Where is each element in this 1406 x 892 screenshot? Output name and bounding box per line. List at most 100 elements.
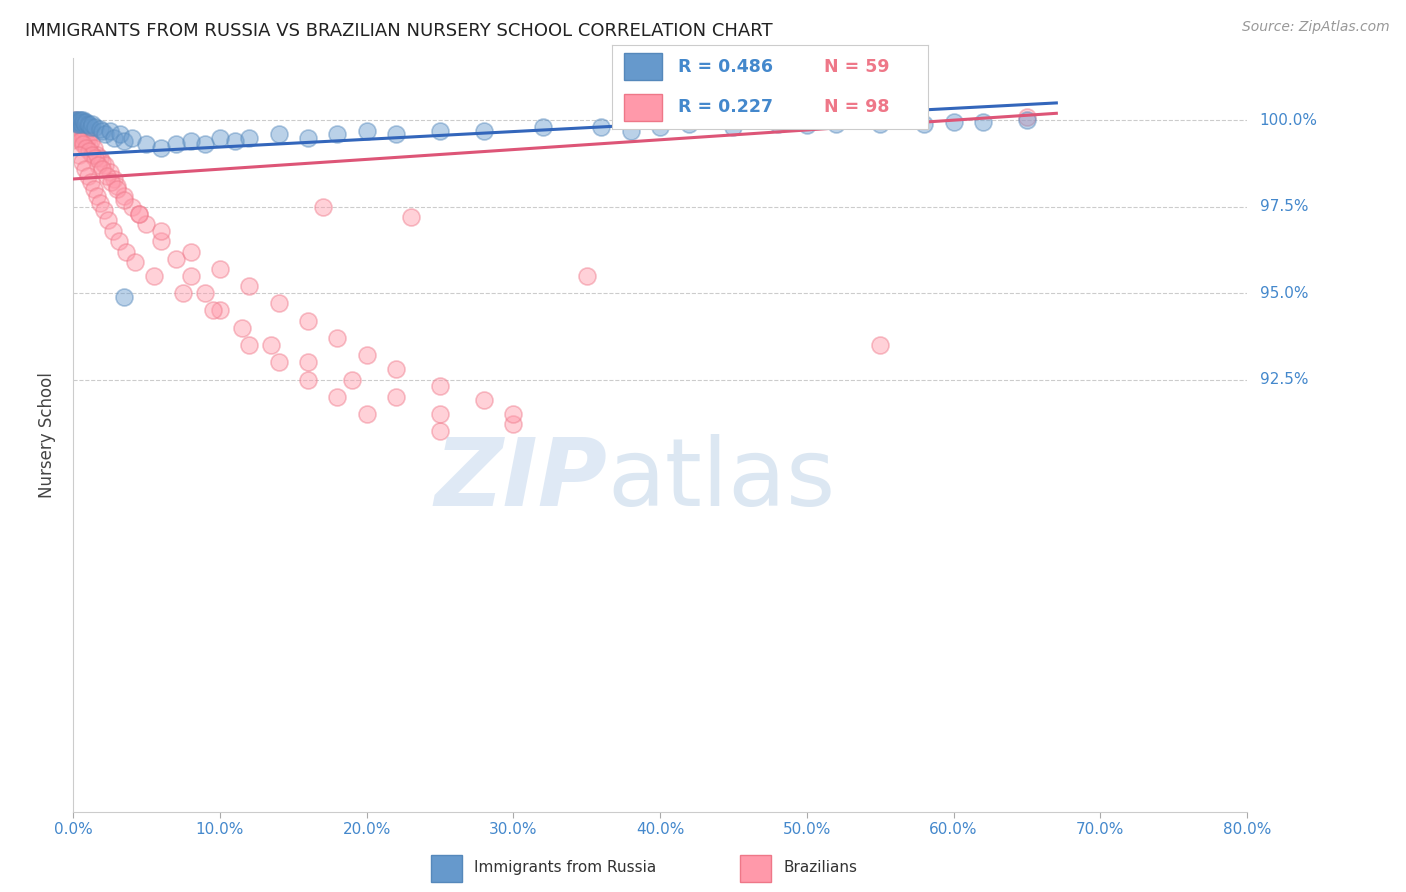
Point	[86, 189, 108, 203]
Text: ZIP: ZIP	[434, 434, 607, 526]
Point	[356, 123, 378, 137]
Point	[91, 123, 114, 137]
Point	[1015, 110, 1038, 124]
Point	[76, 169, 98, 183]
Point	[105, 178, 128, 193]
Text: R = 0.227: R = 0.227	[678, 98, 773, 116]
Point	[66, 123, 89, 137]
Point	[135, 217, 157, 231]
Point	[66, 130, 89, 145]
Point	[340, 372, 363, 386]
Point	[172, 286, 194, 301]
Point	[84, 151, 107, 165]
Point	[65, 113, 87, 128]
Text: IMMIGRANTS FROM RUSSIA VS BRAZILIAN NURSERY SCHOOL CORRELATION CHART: IMMIGRANTS FROM RUSSIA VS BRAZILIAN NURS…	[25, 22, 773, 40]
Point	[73, 115, 96, 129]
Point	[142, 268, 165, 283]
Point	[69, 115, 91, 129]
Point	[82, 117, 104, 131]
Point	[80, 176, 103, 190]
Point	[356, 348, 378, 362]
Y-axis label: Nursery School: Nursery School	[38, 372, 56, 498]
Point	[326, 331, 349, 345]
Point	[194, 137, 217, 152]
Point	[114, 134, 136, 148]
Point	[70, 127, 93, 141]
Point	[942, 115, 965, 129]
Point	[98, 165, 121, 179]
Point	[114, 193, 136, 207]
Point	[912, 117, 935, 131]
Point	[121, 130, 143, 145]
Point	[297, 372, 319, 386]
Point	[201, 303, 224, 318]
Text: Immigrants from Russia: Immigrants from Russia	[474, 860, 657, 875]
Text: N = 59: N = 59	[824, 58, 889, 76]
Point	[70, 120, 93, 135]
Point	[77, 137, 100, 152]
Point	[69, 113, 91, 128]
Point	[650, 120, 672, 135]
Point	[75, 134, 97, 148]
Point	[472, 123, 495, 137]
Point	[103, 130, 125, 145]
Point	[267, 355, 290, 369]
Point	[502, 417, 524, 432]
Point	[472, 393, 495, 408]
Point	[208, 130, 231, 145]
Point	[297, 355, 319, 369]
Point	[72, 113, 94, 128]
Point	[89, 151, 111, 165]
Point	[1015, 113, 1038, 128]
Point	[135, 137, 157, 152]
Text: 100.0%: 100.0%	[1260, 112, 1317, 128]
Point	[311, 200, 333, 214]
Point	[165, 137, 187, 152]
Point	[107, 234, 129, 248]
Point	[73, 123, 96, 137]
Point	[83, 141, 105, 155]
Bar	[740, 855, 770, 881]
Point	[385, 362, 408, 376]
Point	[103, 172, 125, 186]
Point	[591, 120, 613, 135]
Point	[121, 200, 143, 214]
Point	[385, 390, 408, 404]
Point	[84, 120, 107, 135]
Point	[77, 145, 100, 159]
Point	[72, 134, 94, 148]
Point	[69, 123, 91, 137]
Point	[87, 158, 110, 172]
Point	[972, 115, 994, 129]
Point	[194, 286, 217, 301]
Point	[73, 161, 96, 176]
Point	[180, 268, 202, 283]
Point	[766, 117, 789, 131]
Point	[825, 117, 848, 131]
Point	[75, 141, 97, 155]
Point	[70, 113, 93, 128]
Point	[128, 206, 150, 220]
Point	[89, 196, 111, 211]
Point	[76, 117, 98, 131]
Point	[105, 182, 128, 196]
Point	[678, 117, 700, 131]
Text: 92.5%: 92.5%	[1260, 372, 1308, 387]
Point	[66, 120, 89, 135]
Point	[72, 137, 94, 152]
Point	[326, 390, 349, 404]
Point	[70, 154, 93, 169]
Point	[67, 117, 90, 131]
Point	[67, 117, 90, 131]
Point	[100, 176, 122, 190]
Point	[128, 206, 150, 220]
Point	[150, 141, 173, 155]
Point	[502, 407, 524, 421]
Point	[86, 148, 108, 162]
Point	[72, 115, 94, 129]
Point	[91, 161, 114, 176]
Point	[98, 123, 121, 137]
Point	[80, 120, 103, 135]
Point	[124, 255, 146, 269]
Point	[65, 117, 87, 131]
